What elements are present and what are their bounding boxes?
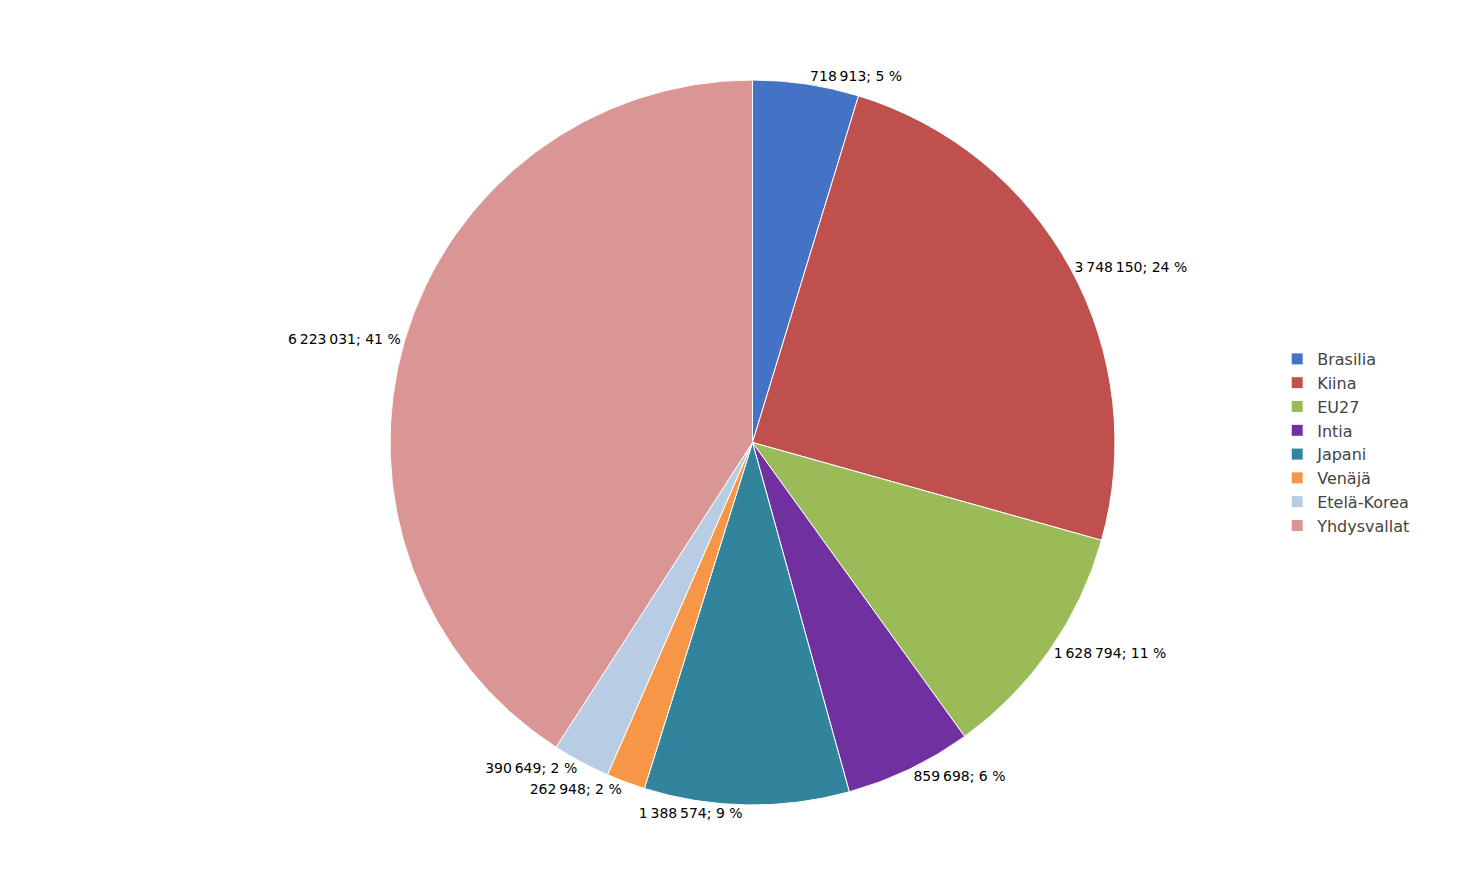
svg-text:Kiina: Kiina: [1317, 374, 1356, 393]
svg-text:EU27: EU27: [1317, 398, 1359, 417]
svg-text:859 698; 6 %: 859 698; 6 %: [913, 768, 1005, 784]
svg-text:Yhdysvallat: Yhdysvallat: [1316, 517, 1409, 536]
svg-text:6 223 031; 41 %: 6 223 031; 41 %: [288, 331, 401, 347]
svg-text:1 628 794; 11 %: 1 628 794; 11 %: [1054, 645, 1167, 661]
svg-text:Brasilia: Brasilia: [1317, 350, 1376, 369]
svg-text:718 913; 5 %: 718 913; 5 %: [810, 68, 902, 84]
svg-text:Japani: Japani: [1316, 445, 1366, 464]
svg-text:Venäjä: Venäjä: [1317, 469, 1371, 488]
svg-text:262 948; 2 %: 262 948; 2 %: [530, 781, 622, 797]
svg-text:Etelä-Korea: Etelä-Korea: [1317, 493, 1409, 512]
svg-text:3 748 150; 24 %: 3 748 150; 24 %: [1075, 259, 1188, 275]
svg-text:1 388 574; 9 %: 1 388 574; 9 %: [639, 805, 743, 821]
svg-text:Intia: Intia: [1317, 422, 1352, 441]
svg-text:390 649; 2 %: 390 649; 2 %: [485, 760, 577, 776]
